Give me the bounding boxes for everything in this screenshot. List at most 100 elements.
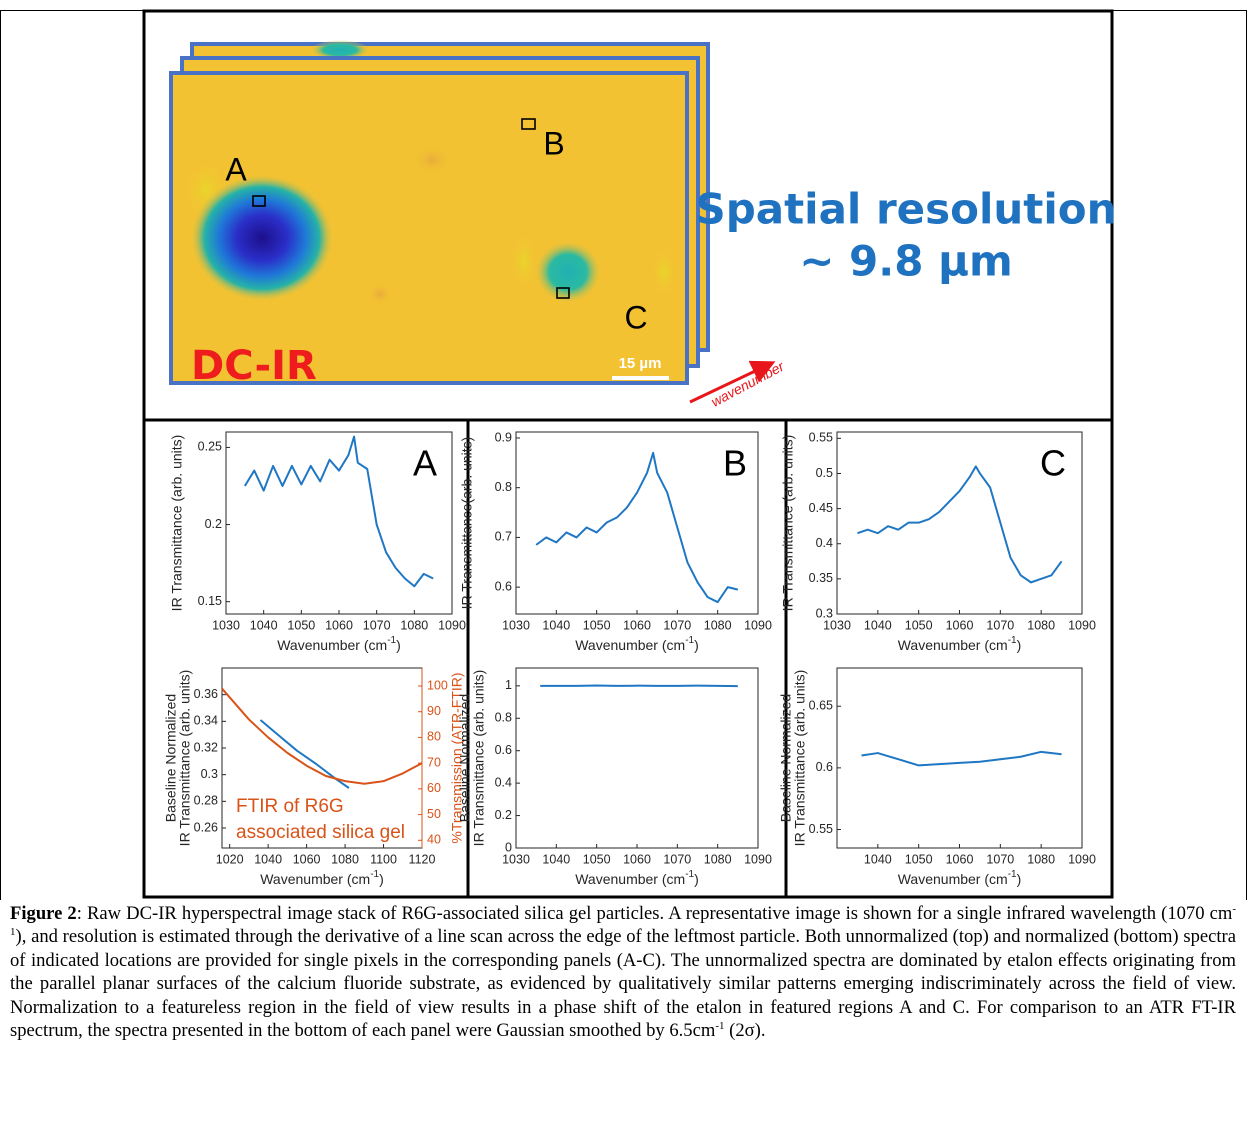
- data-line: [861, 750, 1062, 767]
- plot-area: [836, 431, 1083, 615]
- data-line: [857, 465, 1063, 584]
- annotation: associated silica gel: [236, 822, 405, 843]
- y-tick-label: 0.4: [495, 775, 512, 789]
- plot-area: [836, 667, 1083, 849]
- x-axis-label-part: Wavenumber (cm: [575, 871, 685, 887]
- x-axis-label: Wavenumber (cm-1): [575, 869, 699, 887]
- image-stack: A B C DC-IR 15 µm: [169, 40, 710, 389]
- panel-label: A: [413, 443, 437, 484]
- x-axis-label-part: ): [694, 637, 699, 653]
- x-axis-label-part: ): [694, 871, 699, 887]
- x-tick-label: 1050: [905, 852, 933, 866]
- image-feature: [366, 282, 394, 306]
- image-feature: [510, 232, 538, 292]
- x-axis-label: Wavenumber (cm-1): [898, 635, 1022, 653]
- x-tick-label: 1080: [400, 618, 428, 632]
- caption-sup: -1: [715, 1019, 725, 1032]
- y-tick-label: 0.32: [194, 740, 218, 754]
- x-tick-label: 1040: [542, 852, 570, 866]
- x-tick-label: 1030: [823, 618, 851, 632]
- y-tick-label: 0.4: [816, 536, 833, 550]
- caption-text: : Raw DC-IR hyperspectral image stack of…: [76, 903, 1233, 924]
- y-tick-label: 0: [505, 840, 512, 854]
- y-tick-label: 0.9: [495, 430, 512, 444]
- resolution-text: Spatial resolution: [695, 185, 1116, 234]
- particle-c: [534, 240, 602, 304]
- y-tick-label: 0.65: [809, 699, 833, 713]
- x-tick-label: 1050: [583, 618, 611, 632]
- x-axis-label-part: ): [1017, 871, 1022, 887]
- y-tick-label: 0.3: [201, 767, 218, 781]
- x-axis-label-part: Wavenumber (cm: [898, 871, 1008, 887]
- y-tick-label: 0.2: [495, 808, 512, 822]
- x-tick-label: 1030: [212, 618, 240, 632]
- y-tick-label: 0.6: [816, 760, 833, 774]
- caption-label: Figure 2: [10, 903, 77, 924]
- x-tick-label: 1050: [905, 618, 933, 632]
- x-tick-label: 1040: [864, 852, 892, 866]
- x-tick-label: 1090: [1068, 618, 1096, 632]
- x-tick-label: 1080: [1027, 618, 1055, 632]
- resolution-text: ~ 9.8 µm: [799, 237, 1013, 286]
- x-axis-label-part: -1: [685, 635, 694, 646]
- y2-tick-label: 60: [427, 781, 441, 795]
- y-axis-label: IR Transmittance(arb. units): [459, 437, 475, 610]
- data-line: [535, 451, 739, 604]
- plot-area: [515, 667, 759, 849]
- x-axis-label: Wavenumber (cm-1): [575, 635, 699, 653]
- y-axis-label: IR Transmittance (arb. units): [780, 435, 796, 612]
- figure: A B C DC-IR 15 µm wavenumber Spatial res…: [0, 9, 1247, 900]
- y-tick-label: 0.2: [205, 517, 222, 531]
- x-axis-label: Wavenumber (cm-1): [277, 635, 401, 653]
- x-tick-label: 1060: [623, 852, 651, 866]
- y-tick-label: 0.6: [495, 579, 512, 593]
- x-tick-label: 1090: [438, 618, 466, 632]
- x-axis-label-part: ): [1017, 637, 1022, 653]
- data-line: [221, 687, 423, 785]
- y-axis-label: IR Transmittance (arb. units): [177, 670, 193, 847]
- x-axis-label-part: ): [379, 871, 384, 887]
- y-tick-label: 0.34: [194, 714, 218, 728]
- y-tick-label: 0.6: [495, 743, 512, 757]
- y-axis-label: Baseline Normalized: [163, 694, 179, 822]
- y-axis-label: Baseline Normalized: [778, 694, 794, 822]
- x-axis-label-part: -1: [370, 869, 379, 880]
- x-tick-label: 1100: [370, 852, 397, 866]
- image-feature: [412, 144, 452, 176]
- particle-a: [190, 174, 334, 302]
- x-axis-label-part: Wavenumber (cm: [260, 871, 370, 887]
- x-tick-label: 1080: [1027, 852, 1055, 866]
- x-tick-label: 1080: [331, 852, 359, 866]
- x-tick-label: 1090: [744, 618, 772, 632]
- y-tick-label: 0.7: [495, 530, 512, 544]
- y-axis-label: IR Transmittance (arb. units): [471, 670, 487, 847]
- data-line: [243, 435, 434, 588]
- data-line: [259, 719, 350, 789]
- y2-tick-label: 90: [427, 704, 441, 718]
- image-feature: [310, 40, 370, 60]
- x-tick-label: 1030: [502, 852, 530, 866]
- y2-axis-label: %Transmission (ATR-FTIR): [449, 672, 465, 843]
- x-tick-label: 1090: [1068, 852, 1096, 866]
- y2-tick-label: 70: [427, 755, 441, 769]
- x-tick-label: 1070: [986, 852, 1014, 866]
- x-axis-label-part: -1: [685, 869, 694, 880]
- y2-tick-label: 50: [427, 807, 441, 821]
- plot-area: [515, 431, 759, 615]
- caption-sup: -1: [10, 902, 1236, 939]
- x-tick-label: 1060: [946, 618, 974, 632]
- panel-label: C: [1040, 443, 1066, 484]
- x-tick-label: 1050: [583, 852, 611, 866]
- point-label: C: [624, 299, 647, 335]
- y-tick-label: 0.35: [809, 571, 833, 585]
- y-axis-label: Baseline Normalized: [457, 694, 473, 822]
- scale-bar-label: 15 µm: [619, 355, 662, 372]
- x-axis-label-part: Wavenumber (cm: [575, 637, 685, 653]
- wavenumber-arrow: [689, 360, 776, 404]
- x-axis-label-part: Wavenumber (cm: [898, 637, 1008, 653]
- plot-area: [221, 667, 423, 849]
- x-tick-label: 1040: [542, 618, 570, 632]
- y-tick-label: 0.3: [816, 606, 833, 620]
- x-tick-label: 1070: [663, 852, 691, 866]
